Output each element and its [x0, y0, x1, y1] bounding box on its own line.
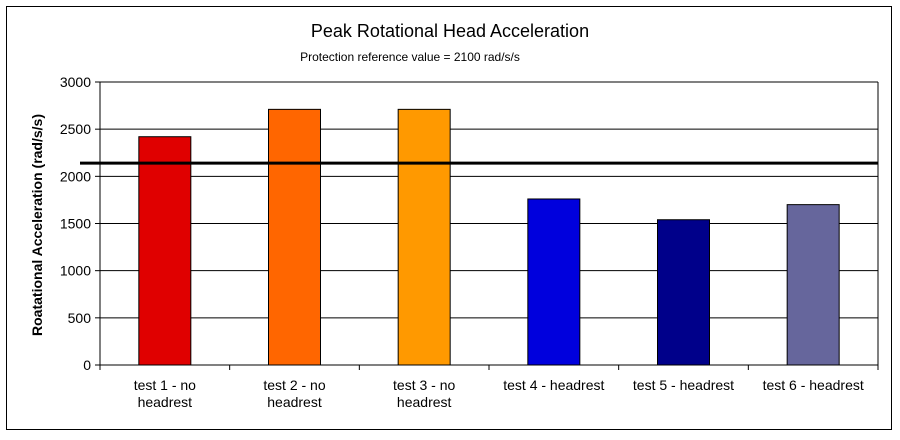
x-tick-label-line: headrest	[397, 394, 452, 410]
x-tick-label: test 3 - no headrest	[393, 377, 455, 410]
y-axis-label: Roatational Acceleration (rad/s/s)	[29, 114, 45, 336]
x-tick-label-line: test 6 - headrest	[763, 377, 864, 393]
chart-title: Peak Rotational Head Acceleration	[311, 21, 589, 41]
bar	[527, 198, 581, 366]
x-tick-label-line: test 4 - headrest	[503, 377, 604, 393]
y-tick-label: 3000	[60, 74, 91, 90]
grid-lines	[95, 81, 878, 366]
x-tick-label-line: test 3 - no	[393, 377, 455, 393]
bar	[657, 219, 710, 366]
x-tick-label: test 2 - no headrest	[263, 377, 325, 410]
x-tick-label-line: headrest	[138, 394, 193, 410]
y-tick-label: 2000	[60, 168, 91, 184]
y-tick-label: 1500	[60, 216, 91, 232]
x-tick-label-line: test 5 - headrest	[633, 377, 734, 393]
x-tick-label: test 1 - no headrest	[134, 377, 196, 410]
x-tick-label: test 4 - headrest	[503, 377, 604, 393]
x-tick-label: test 5 - headrest	[633, 377, 734, 393]
y-tick-label: 1000	[60, 263, 91, 279]
bar	[138, 136, 192, 366]
y-tick-label: 500	[68, 310, 92, 326]
x-tick-label-line: test 2 - no	[263, 377, 325, 393]
x-tick-label: test 6 - headrest	[763, 377, 864, 393]
y-tick-label: 2500	[60, 121, 91, 137]
bar	[786, 204, 840, 366]
x-tick-label-line: test 1 - no	[134, 377, 196, 393]
bar	[268, 108, 321, 366]
y-tick-label: 0	[83, 357, 91, 373]
reference-annotation: Protection reference value = 2100 rad/s/…	[300, 50, 520, 64]
x-tick-label-line: headrest	[267, 394, 322, 410]
bar	[397, 108, 451, 366]
y-tick-labels: 0 500 1000 1500 2000 2500 3000	[60, 74, 91, 373]
bars	[138, 108, 840, 366]
